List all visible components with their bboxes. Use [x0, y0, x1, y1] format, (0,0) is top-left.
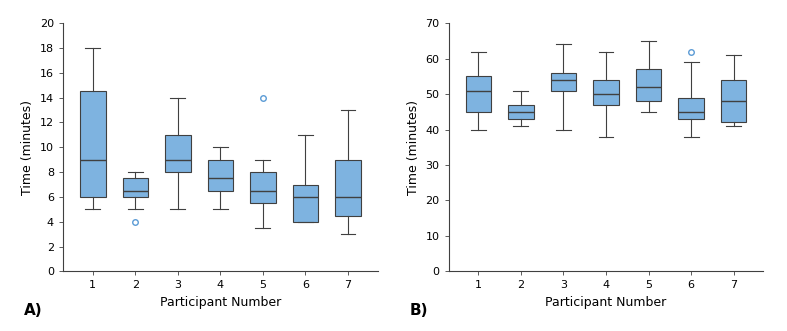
- Y-axis label: Time (minutes): Time (minutes): [21, 100, 35, 195]
- PathPatch shape: [466, 76, 491, 112]
- PathPatch shape: [335, 160, 360, 215]
- PathPatch shape: [250, 172, 275, 203]
- Text: B): B): [409, 303, 428, 318]
- X-axis label: Participant Number: Participant Number: [545, 296, 667, 309]
- PathPatch shape: [508, 105, 534, 119]
- Y-axis label: Time (minutes): Time (minutes): [407, 100, 420, 195]
- PathPatch shape: [80, 91, 105, 197]
- X-axis label: Participant Number: Participant Number: [160, 296, 281, 309]
- Text: A): A): [24, 303, 42, 318]
- PathPatch shape: [551, 73, 576, 91]
- PathPatch shape: [636, 69, 661, 101]
- PathPatch shape: [293, 184, 318, 222]
- PathPatch shape: [208, 160, 233, 191]
- PathPatch shape: [123, 178, 148, 197]
- PathPatch shape: [721, 80, 746, 122]
- PathPatch shape: [678, 98, 704, 119]
- PathPatch shape: [165, 135, 190, 172]
- PathPatch shape: [593, 80, 619, 105]
